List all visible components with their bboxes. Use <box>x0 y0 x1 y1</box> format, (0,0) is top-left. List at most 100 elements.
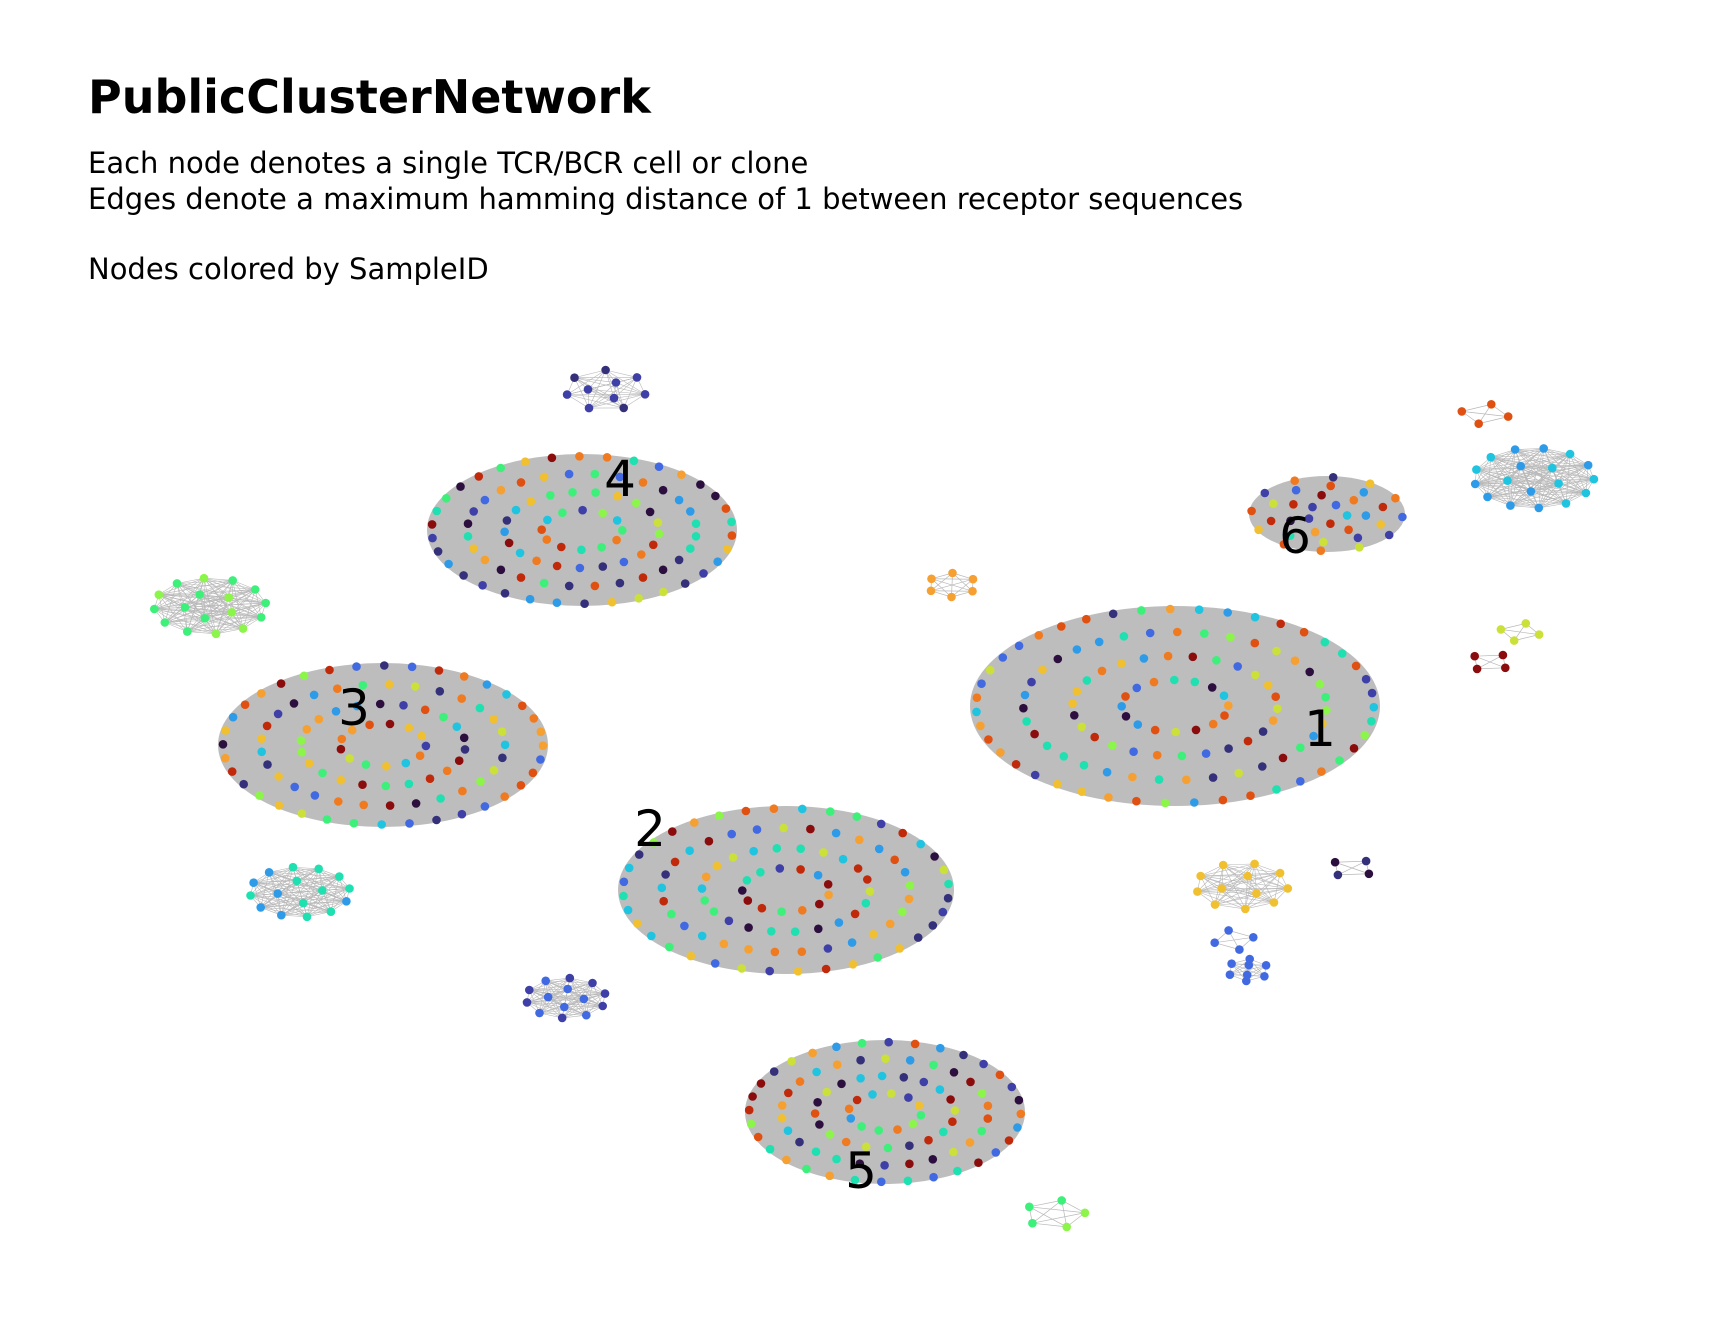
node <box>916 1110 926 1120</box>
node <box>459 571 468 580</box>
node <box>634 850 644 859</box>
node <box>1250 612 1260 622</box>
node <box>1291 485 1301 495</box>
node <box>579 994 589 1004</box>
node <box>1217 884 1227 893</box>
node <box>929 1172 938 1182</box>
node <box>1102 767 1112 777</box>
node <box>361 760 371 769</box>
edge <box>1569 453 1587 494</box>
node <box>637 550 646 559</box>
node <box>264 868 274 877</box>
node <box>841 1137 851 1147</box>
node <box>454 756 464 765</box>
node <box>385 801 395 810</box>
node <box>511 505 521 515</box>
node <box>1470 651 1479 661</box>
node <box>996 748 1005 757</box>
node <box>500 589 510 598</box>
node <box>1034 631 1044 640</box>
node <box>1258 762 1267 771</box>
node <box>769 1067 779 1076</box>
node <box>565 973 575 983</box>
edge <box>292 867 323 891</box>
node <box>199 573 209 583</box>
edge <box>164 583 178 623</box>
node <box>463 519 473 528</box>
node <box>411 799 421 808</box>
node <box>877 1071 887 1081</box>
edge <box>1337 873 1369 876</box>
edge <box>306 890 323 917</box>
node <box>1317 767 1326 776</box>
node <box>457 694 467 703</box>
edge <box>1245 872 1281 910</box>
edge <box>1487 449 1516 498</box>
node <box>1322 706 1331 715</box>
node <box>1565 449 1575 459</box>
node <box>325 665 334 675</box>
edge <box>1552 467 1587 494</box>
node <box>949 1068 959 1077</box>
node <box>939 865 949 875</box>
node <box>1309 731 1318 741</box>
node <box>998 653 1008 662</box>
node <box>609 393 619 403</box>
node <box>546 491 555 500</box>
node <box>380 661 389 670</box>
node <box>930 852 939 861</box>
node <box>939 1127 948 1137</box>
node <box>1320 637 1330 647</box>
edge <box>158 594 244 629</box>
node <box>469 544 479 553</box>
node <box>310 791 320 800</box>
node <box>154 590 164 599</box>
node <box>335 872 344 881</box>
node <box>334 797 343 806</box>
node <box>1227 959 1236 968</box>
edge <box>176 583 229 598</box>
node <box>582 1010 591 1020</box>
node <box>352 662 361 671</box>
node <box>480 495 490 505</box>
node <box>496 485 506 495</box>
node <box>1235 945 1244 954</box>
node <box>564 469 574 479</box>
edge <box>1487 491 1531 498</box>
node <box>977 1089 987 1098</box>
node <box>876 819 886 829</box>
node <box>723 544 732 554</box>
node <box>613 491 622 501</box>
node <box>943 893 953 903</box>
edge <box>164 622 217 635</box>
edge <box>588 397 615 409</box>
edge <box>164 580 233 623</box>
node <box>1121 692 1130 701</box>
edge <box>1273 873 1281 903</box>
node <box>619 403 628 413</box>
node <box>908 1119 918 1129</box>
node <box>686 507 695 516</box>
node <box>850 1175 860 1185</box>
edge <box>1200 875 1288 889</box>
node <box>1119 632 1129 641</box>
node <box>238 624 248 633</box>
node <box>516 573 526 582</box>
node <box>563 984 572 994</box>
node <box>775 864 785 873</box>
node <box>460 745 470 754</box>
node <box>790 927 800 936</box>
edge <box>548 993 606 998</box>
edge <box>1475 464 1589 485</box>
edge <box>539 980 546 1014</box>
node <box>480 802 490 811</box>
node <box>905 1159 914 1169</box>
node <box>686 544 695 553</box>
edge <box>1223 863 1255 866</box>
node <box>1398 512 1407 522</box>
edge <box>1520 465 1559 484</box>
edge <box>548 996 584 1000</box>
node <box>887 1089 896 1098</box>
node <box>1304 514 1314 523</box>
node <box>1068 699 1077 708</box>
